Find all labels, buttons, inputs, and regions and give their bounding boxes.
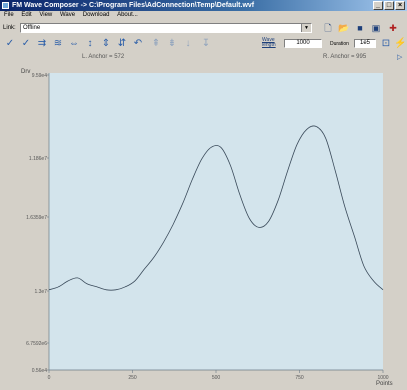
chevron-down-icon[interactable]: ▼ — [301, 24, 311, 32]
maximize-button[interactable]: □ — [384, 1, 394, 10]
x-tick-label: 500 — [212, 375, 221, 381]
link-label: Link: — [3, 25, 16, 31]
wave-cut-icon[interactable]: ⇞ — [151, 38, 161, 49]
menu-wave[interactable]: Wave — [59, 12, 76, 18]
anchor-bar: L. Anchor = 572 R. Anchor = 995 ▷ — [0, 53, 407, 63]
chart-canvas[interactable]: Drv Points 9.59e4 1.186e7 1.6359e7 1.3e7 6.7… — [0, 63, 407, 388]
duration-input[interactable]: 1e5 — [354, 39, 376, 48]
undo-icon[interactable]: ↶ — [133, 38, 143, 49]
save-icon[interactable]: ■ — [357, 23, 363, 33]
wave-zero-icon[interactable]: ↧ — [201, 38, 211, 49]
wave-chart[interactable]: Drv Points 9.59e4 1.186e7 1.6359e7 1.3e7 6.7… — [0, 63, 407, 388]
wave-paste-icon[interactable]: ⇟ — [167, 38, 177, 49]
wave-invert-icon[interactable]: ↓ — [185, 38, 191, 49]
y-axis-label: Drv — [21, 69, 30, 75]
wave-vscale-icon[interactable]: ⇕ — [101, 38, 111, 49]
zoom-fit-icon[interactable]: ⊡ — [381, 38, 391, 49]
plot-area[interactable] — [49, 73, 383, 370]
x-tick-label: 250 — [128, 375, 137, 381]
y-tick-label: 1.186e7 — [29, 156, 47, 162]
y-tick-label: 1.3e7 — [34, 289, 47, 295]
link-value: Offline — [23, 25, 41, 31]
wave-compress-icon[interactable]: ↕ — [87, 38, 93, 49]
save-as-icon[interactable]: ▣ — [371, 23, 381, 33]
duration-label: Duration — [330, 41, 349, 47]
x-tick-label: 0 — [48, 375, 51, 381]
link-toolbar: Link: Offline ▼ 🗋 📂 ■ ▣ ✚ — [0, 21, 407, 35]
wave-flip-icon[interactable]: ⇵ — [117, 38, 127, 49]
anchor-marker-icon[interactable]: ▷ — [397, 54, 403, 61]
open-folder-icon[interactable]: 📂 — [338, 23, 350, 33]
window-title: FM Wave Composer -> C:\Program Files\AdC… — [12, 2, 255, 9]
menu-about[interactable]: About... — [117, 12, 138, 18]
right-anchor-readout: R. Anchor = 995 — [323, 54, 367, 60]
send-wave-icon[interactable]: ⚡ — [394, 38, 407, 49]
download-icon[interactable]: ✚ — [389, 23, 397, 33]
x-tick-label: 1000 — [377, 375, 388, 381]
menu-download[interactable]: Download — [82, 12, 110, 18]
title-bar[interactable]: FM Wave Composer -> C:\Program Files\AdC… — [0, 0, 407, 11]
close-button[interactable]: × — [395, 1, 405, 10]
menu-edit[interactable]: Edit — [21, 12, 32, 18]
x-axis-label: Points — [376, 381, 393, 387]
menu-file[interactable]: File — [4, 12, 14, 18]
y-tick-label: 0.56e4 — [32, 368, 48, 374]
app-icon — [2, 2, 9, 9]
menu-bar: File Edit View Wave Download About... — [0, 11, 407, 20]
wave-line[interactable] — [48, 125, 384, 291]
wave-smooth-icon[interactable]: ✓ — [21, 38, 31, 49]
wave-length-label-line1: Wave — [262, 37, 275, 43]
minimize-button[interactable]: _ — [373, 1, 383, 10]
wave-length-label: Wave length — [262, 38, 276, 48]
wave-stretch-icon[interactable]: ⇔ — [69, 38, 79, 49]
left-anchor-readout: L. Anchor = 572 — [82, 54, 125, 60]
wave-length-input[interactable]: 1000 — [284, 39, 322, 48]
menu-view[interactable]: View — [39, 12, 53, 18]
wave-scale-icon[interactable]: ≋ — [53, 38, 63, 49]
new-file-icon[interactable]: 🗋 — [324, 23, 332, 33]
wave-toolbar: ✓ ✓ ⇉ ≋ ⇔ ↕ ⇕ ⇵ ↶ ⇞ ⇟ ↓ ↧ Wave length 10… — [0, 37, 407, 51]
y-tick-label: 1.6359e7 — [26, 215, 47, 221]
link-select[interactable]: Offline ▼ — [20, 23, 312, 33]
wave-draw-icon[interactable]: ✓ — [5, 38, 15, 49]
y-tick-label: 6.7592e6 — [26, 341, 47, 347]
y-tick-label: 9.59e4 — [32, 73, 48, 79]
x-tick-label: 750 — [295, 375, 304, 381]
wave-length-label-line2: length — [262, 42, 276, 48]
wave-edit-icon[interactable]: ⇉ — [37, 38, 47, 49]
